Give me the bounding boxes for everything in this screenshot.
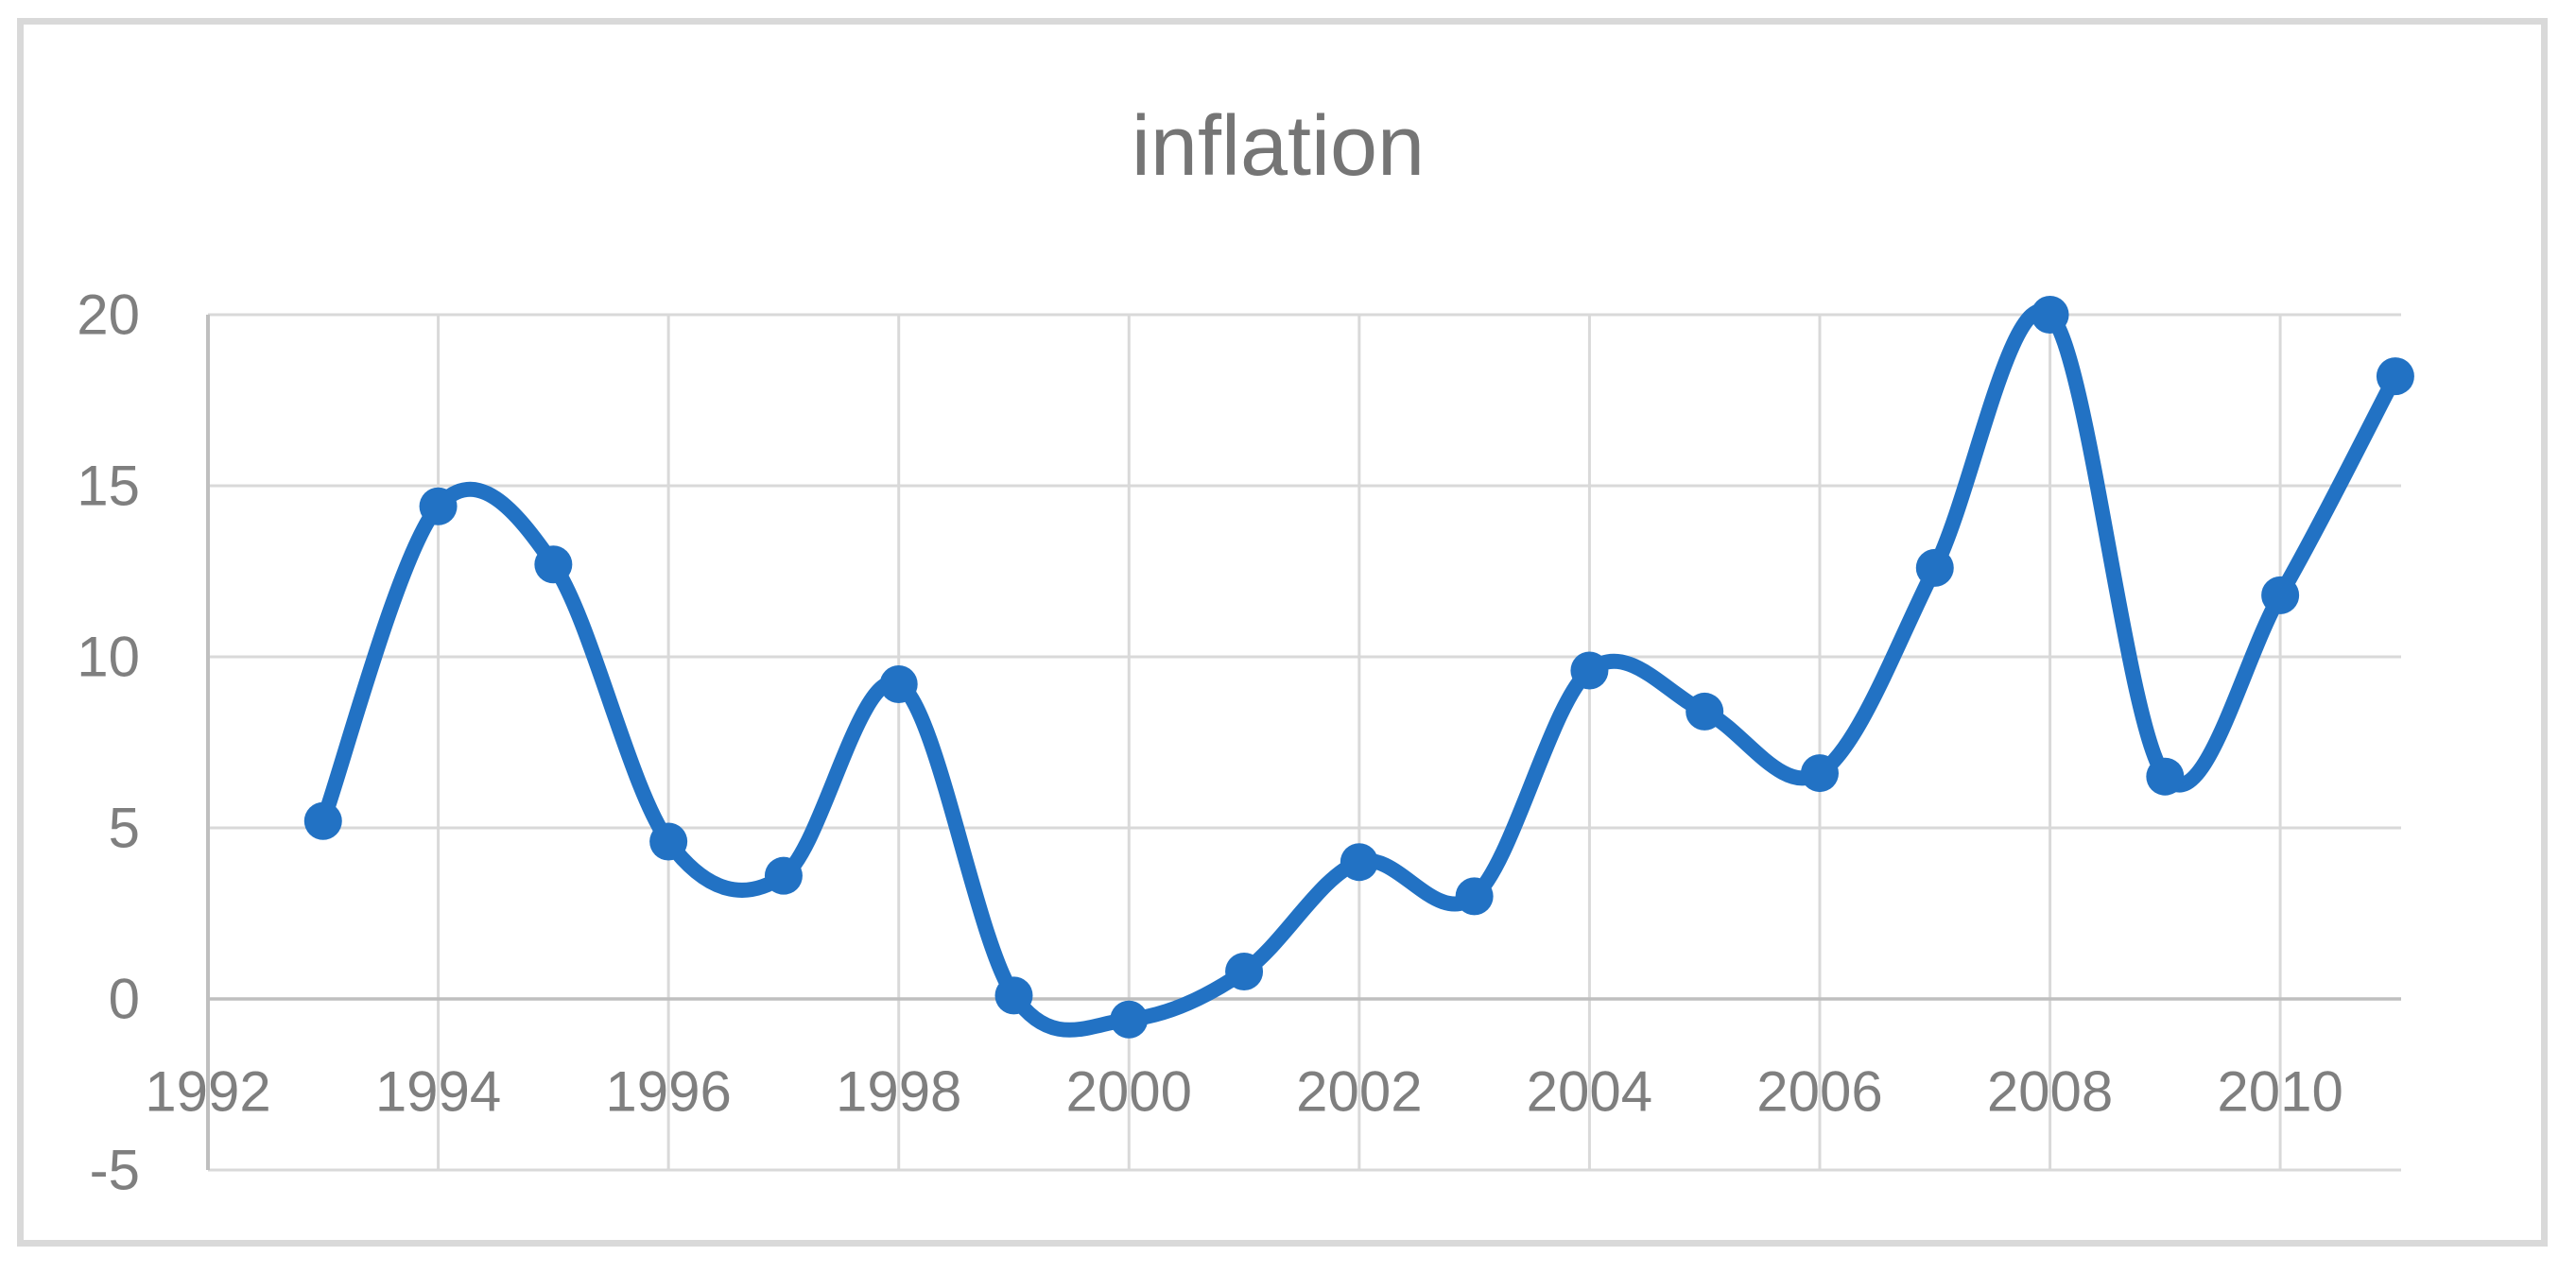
x-tick-label: 1998: [836, 1060, 961, 1124]
chart-title: inflation: [1131, 99, 1426, 194]
x-tick-label: 2006: [1756, 1060, 1882, 1124]
data-point-marker: [1340, 843, 1378, 882]
data-point-marker: [1800, 754, 1839, 793]
data-point-marker: [1455, 877, 1494, 916]
x-tick-label: 2010: [2217, 1060, 2343, 1124]
y-tick-label: 15: [77, 455, 140, 518]
x-tick-label: 2000: [1066, 1060, 1192, 1124]
data-point-marker: [994, 976, 1033, 1015]
data-point-marker: [1225, 953, 1264, 991]
data-point-marker: [879, 664, 918, 703]
data-point-marker: [303, 801, 342, 840]
x-tick-label: 1996: [605, 1060, 731, 1124]
data-point-marker: [419, 487, 458, 525]
data-point-marker: [2376, 357, 2414, 396]
data-point-marker: [1915, 548, 1954, 587]
data-point-marker: [2146, 757, 2185, 796]
data-point-marker: [2261, 576, 2300, 614]
x-tick-label: 1992: [145, 1060, 270, 1124]
data-point-marker: [649, 822, 688, 861]
data-point-marker: [1686, 692, 1724, 731]
y-tick-label: -5: [90, 1139, 140, 1202]
y-tick-label: 5: [109, 797, 140, 860]
y-tick-label: 20: [77, 284, 140, 347]
y-tick-label: 10: [77, 626, 140, 689]
x-tick-label: 1994: [375, 1060, 501, 1124]
x-tick-label: 2008: [1987, 1060, 2113, 1124]
y-tick-label: 0: [109, 968, 140, 1031]
data-point-marker: [764, 856, 803, 895]
x-tick-label: 2004: [1527, 1060, 1652, 1124]
data-point-marker: [1570, 651, 1609, 690]
data-point-marker: [1110, 1000, 1149, 1039]
data-point-marker: [534, 545, 573, 584]
data-point-marker: [2031, 296, 2069, 334]
x-tick-label: 2002: [1296, 1060, 1422, 1124]
